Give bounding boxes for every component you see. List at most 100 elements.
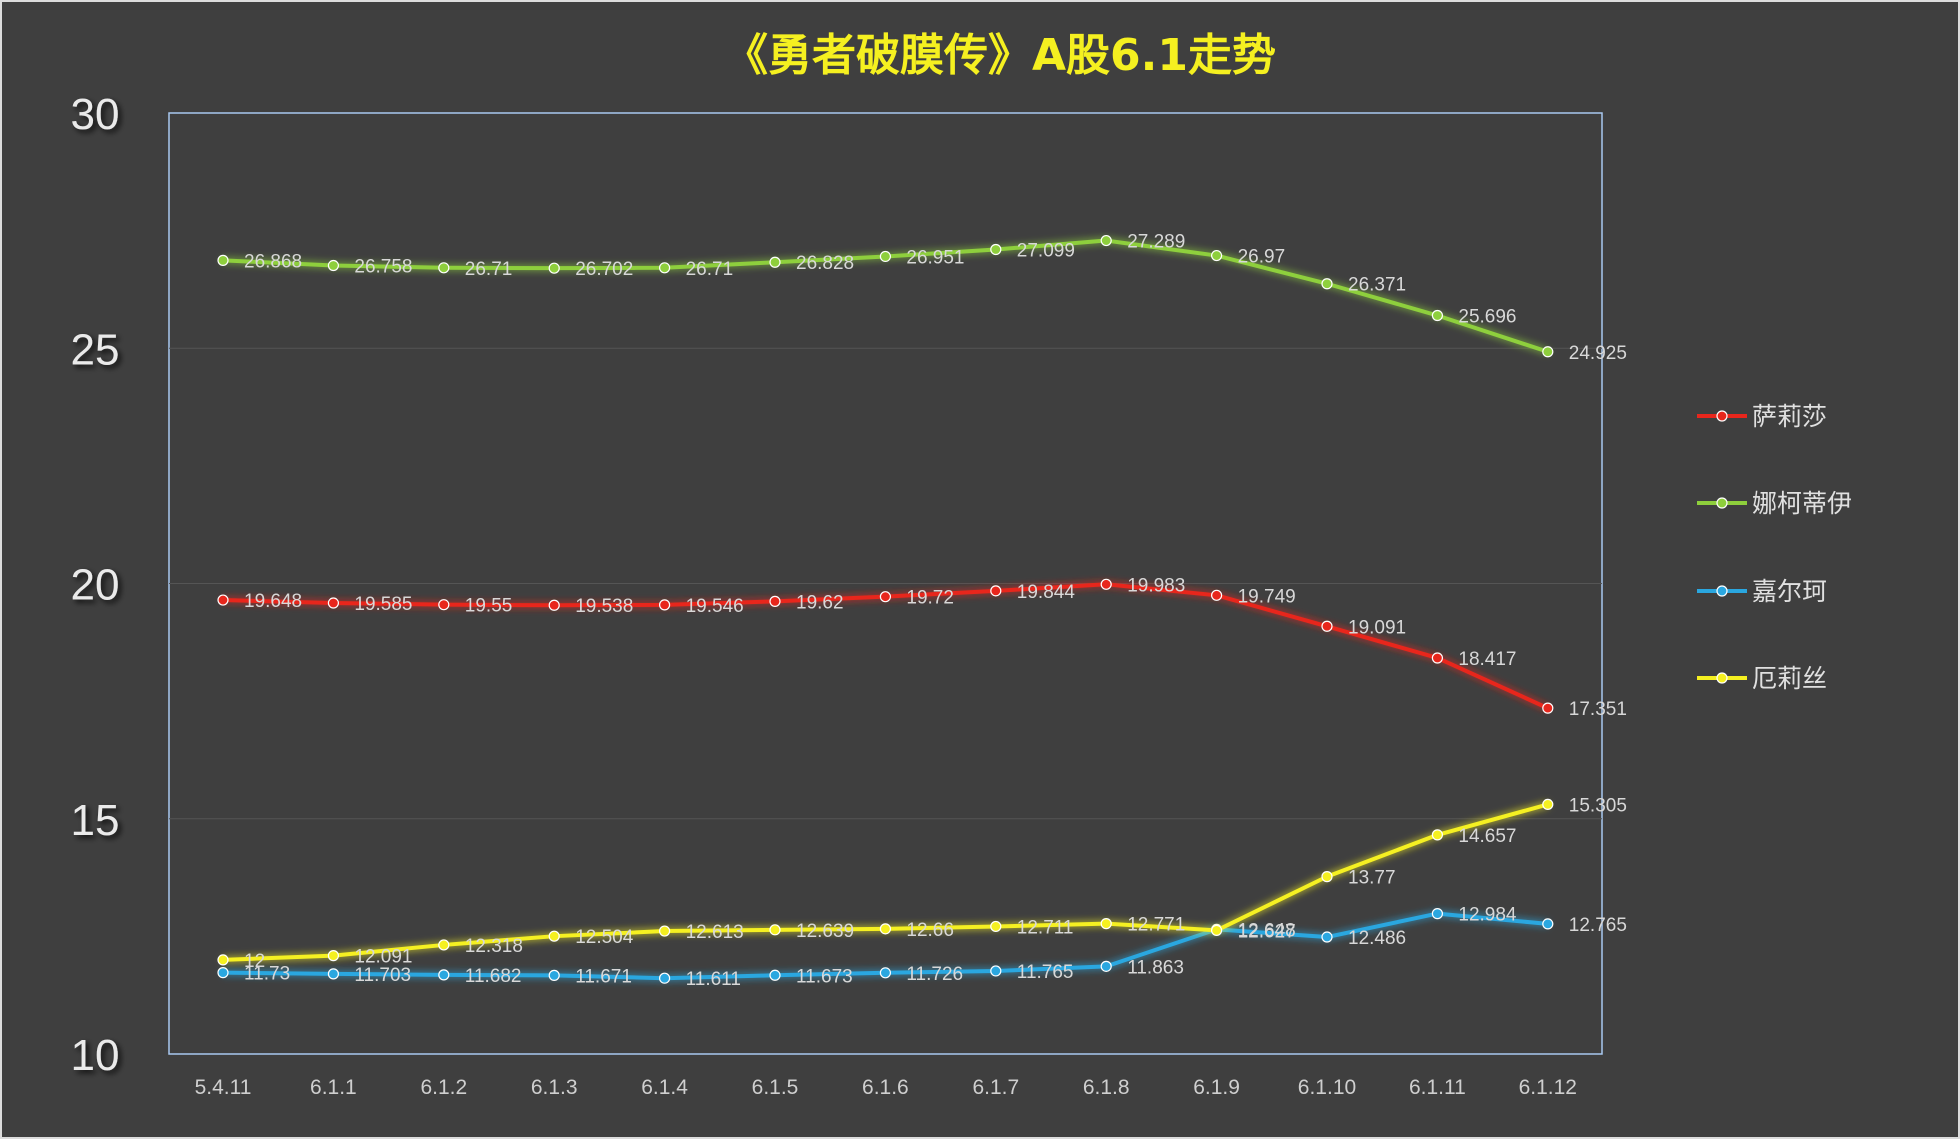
data-label: 19.585: [354, 594, 412, 615]
data-point: [1321, 931, 1333, 943]
legend-marker: [1716, 585, 1728, 597]
data-label: 26.371: [1348, 275, 1406, 296]
data-point: [1100, 234, 1112, 247]
x-axis: 5.4.11 6.1.1 6.1.2 6.1.3 6.1.4 6.1.5 6.1.6 6.1.…: [195, 1076, 1577, 1099]
y-tick-label: 25: [71, 325, 120, 374]
x-tick-label: 6.1.1: [310, 1076, 357, 1099]
x-tick-label: 6.1.5: [752, 1076, 799, 1099]
data-point: [217, 954, 229, 966]
x-tick-label: 6.1.12: [1519, 1076, 1577, 1099]
data-label: 11.682: [465, 966, 522, 987]
data-label: 11.611: [686, 969, 741, 990]
data-label: 19.62: [796, 592, 844, 613]
data-label: 19.72: [906, 588, 954, 609]
data-label: 12: [244, 951, 265, 972]
data-label: 12.318: [465, 936, 523, 957]
data-point: [990, 920, 1002, 933]
data-label: 26.71: [686, 259, 734, 280]
data-label: 12.091: [354, 947, 412, 968]
data-label: 19.983: [1127, 575, 1185, 596]
data-label: 12.627: [1238, 921, 1296, 942]
legend-label: 娜柯蒂伊: [1752, 489, 1852, 518]
data-label: 11.863: [1127, 957, 1184, 978]
data-label: 12.66: [906, 920, 954, 941]
data-label: 17.351: [1569, 699, 1627, 720]
data-point: [769, 595, 781, 607]
data-point: [769, 969, 781, 981]
data-point: [658, 972, 671, 984]
data-point: [217, 967, 229, 979]
data-label: 11.73: [244, 964, 290, 985]
legend-label: 厄莉丝: [1752, 664, 1827, 693]
legend-marker: [1716, 410, 1728, 422]
data-label: 19.749: [1238, 586, 1296, 607]
y-axis: 10 15 20 25 30: [71, 90, 120, 1080]
data-point: [327, 950, 339, 962]
legend-marker: [1716, 672, 1728, 684]
data-label: 11.765: [1017, 962, 1074, 983]
data-point: [769, 256, 781, 268]
data-label: 12.504: [575, 927, 634, 948]
series-4: [217, 798, 1554, 966]
legend-item: 厄莉丝: [1697, 664, 1827, 693]
data-label: 12.765: [1569, 915, 1627, 936]
data-label: 12.486: [1348, 928, 1406, 949]
data-point: [548, 969, 560, 981]
x-tick-label: 6.1.9: [1193, 1076, 1240, 1099]
data-label: 25.696: [1458, 307, 1516, 328]
y-tick-label: 20: [71, 561, 120, 610]
data-label: 12.711: [1017, 917, 1074, 938]
data-point: [879, 967, 892, 979]
data-label: 12.771: [1127, 915, 1185, 936]
data-point: [1542, 798, 1554, 810]
data-point: [1542, 346, 1554, 358]
data-point: [1321, 871, 1333, 883]
data-point: [438, 599, 450, 611]
data-point: [217, 254, 229, 266]
data-label: 19.55: [465, 596, 513, 617]
data-point: [327, 259, 339, 272]
data-labels: 19.648 19.585 19.55 19.538 19.546 19.62 19.72 1…: [244, 232, 1627, 991]
x-tick-label: 6.1.4: [641, 1076, 688, 1099]
data-point: [1210, 249, 1223, 262]
y-tick-label: 10: [71, 1031, 120, 1080]
data-point: [990, 585, 1002, 597]
data-label: 13.77: [1348, 868, 1396, 889]
data-label: 12.613: [686, 922, 744, 943]
data-point: [1542, 918, 1554, 930]
data-label: 26.71: [465, 259, 513, 280]
x-tick-label: 6.1.11: [1409, 1076, 1466, 1099]
data-point: [438, 969, 450, 981]
data-point: [1542, 702, 1554, 714]
legend-item: 萨莉莎: [1697, 402, 1827, 431]
data-point: [1431, 829, 1444, 841]
data-label: 19.844: [1017, 582, 1076, 603]
data-label: 26.951: [906, 247, 964, 268]
data-label: 15.305: [1569, 795, 1627, 816]
data-point: [1210, 589, 1223, 601]
series-1: [217, 578, 1554, 714]
data-label: 26.828: [796, 253, 854, 274]
data-label: 26.758: [354, 257, 412, 278]
data-point: [1431, 652, 1444, 664]
data-point: [1100, 578, 1112, 590]
data-label: 26.702: [575, 259, 633, 280]
data-label: 19.648: [244, 591, 302, 612]
data-label: 19.538: [575, 596, 633, 617]
data-label: 19.091: [1348, 617, 1406, 638]
data-point: [1431, 309, 1444, 322]
legend-item: 嘉尔珂: [1697, 577, 1827, 606]
data-point: [1100, 918, 1112, 930]
x-tick-label: 5.4.11: [195, 1076, 252, 1099]
data-label: 11.673: [796, 966, 853, 987]
data-point: [327, 597, 339, 609]
data-point: [548, 930, 560, 942]
data-label: 12.639: [796, 921, 854, 942]
data-point: [1210, 924, 1223, 936]
legend-item: 娜柯蒂伊: [1697, 489, 1852, 518]
legend-label: 嘉尔珂: [1752, 577, 1827, 606]
data-point: [879, 250, 892, 263]
data-label: 26.97: [1238, 247, 1286, 268]
